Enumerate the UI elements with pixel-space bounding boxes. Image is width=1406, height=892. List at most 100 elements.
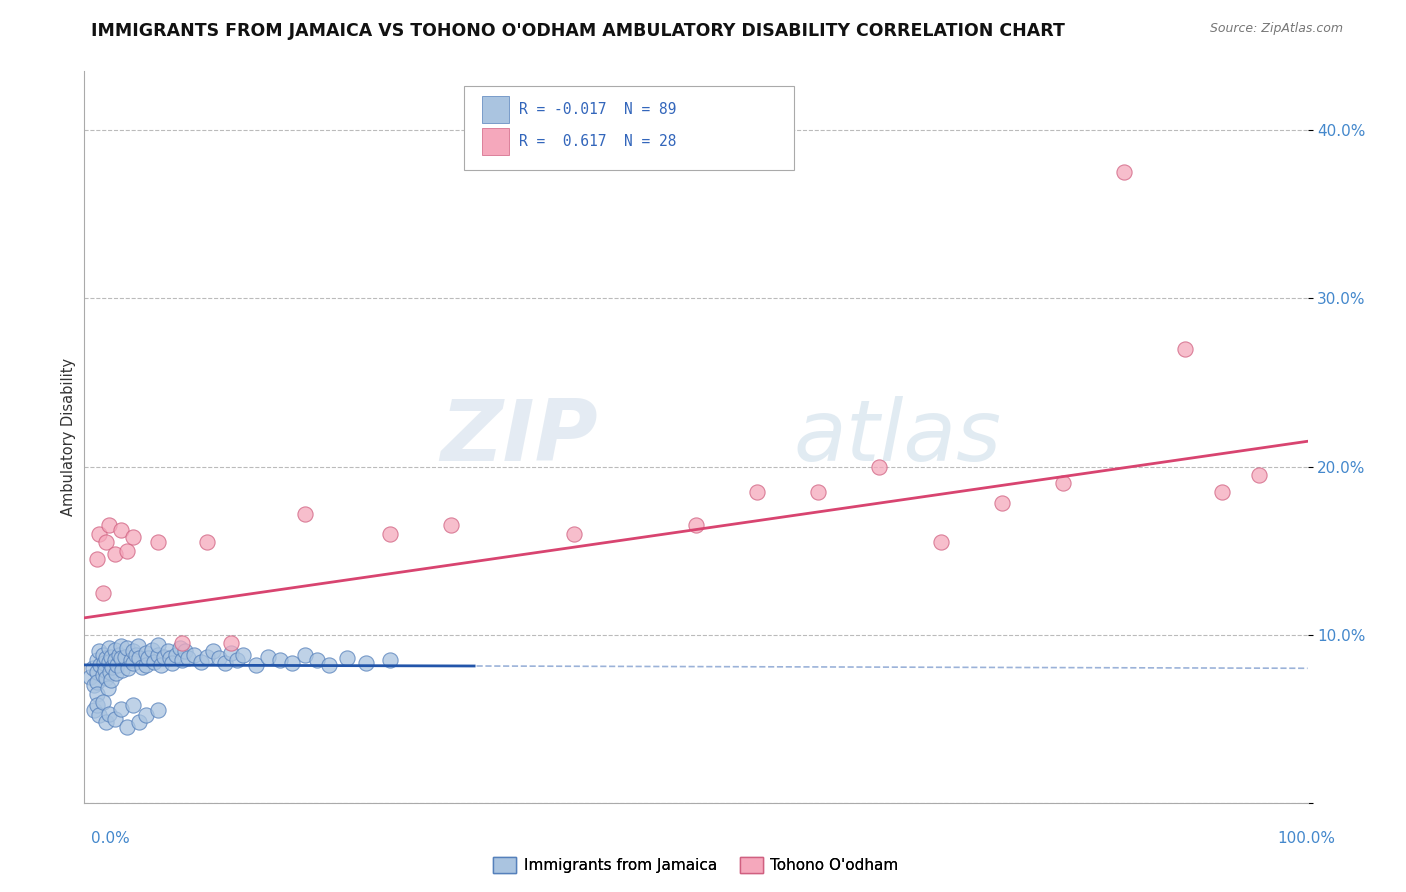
Text: 0.0%: 0.0% — [91, 831, 131, 846]
Legend: Immigrants from Jamaica, Tohono O'odham: Immigrants from Jamaica, Tohono O'odham — [486, 851, 905, 880]
Point — [104, 642, 127, 657]
Point — [153, 649, 176, 664]
Point — [1247, 467, 1270, 482]
Point — [97, 518, 120, 533]
Point — [165, 648, 187, 662]
Y-axis label: Ambulatory Disability: Ambulatory Disability — [60, 358, 76, 516]
Point — [110, 651, 132, 665]
Point — [98, 665, 121, 679]
Text: Source: ZipAtlas.com: Source: ZipAtlas.com — [1209, 22, 1343, 36]
Point — [111, 663, 134, 677]
Point — [146, 648, 169, 662]
Text: 100.0%: 100.0% — [1278, 831, 1336, 846]
Point — [110, 640, 132, 654]
Point — [94, 663, 117, 677]
Point — [685, 518, 707, 533]
Text: ZIP: ZIP — [440, 395, 598, 479]
Point — [214, 657, 236, 671]
Point — [97, 706, 120, 721]
Point — [117, 661, 139, 675]
Point — [135, 646, 157, 660]
Point — [96, 672, 118, 686]
Point — [87, 644, 110, 658]
Point — [104, 653, 127, 667]
Point — [86, 674, 108, 689]
Point — [105, 666, 128, 681]
Point — [100, 649, 122, 664]
Point — [380, 526, 402, 541]
Point — [1174, 342, 1197, 356]
Point — [107, 648, 129, 662]
Point — [122, 657, 145, 671]
Point — [190, 655, 212, 669]
Point — [354, 657, 377, 671]
Point — [127, 640, 149, 654]
Point — [150, 657, 173, 672]
Point — [128, 715, 150, 730]
Point — [195, 649, 218, 664]
Point — [143, 655, 166, 669]
Point — [97, 655, 120, 669]
Point — [172, 636, 194, 650]
Point — [110, 524, 132, 538]
Point — [96, 715, 118, 730]
Point — [173, 644, 195, 658]
Point — [172, 653, 194, 667]
Point — [87, 708, 110, 723]
Point — [89, 657, 111, 672]
Point — [169, 641, 191, 656]
Text: R = -0.017  N = 89: R = -0.017 N = 89 — [519, 102, 676, 117]
Point — [91, 648, 114, 662]
Point — [135, 708, 157, 723]
Point — [380, 653, 402, 667]
Point — [122, 530, 145, 544]
Point — [146, 703, 169, 717]
FancyBboxPatch shape — [464, 86, 794, 170]
Point — [336, 651, 359, 665]
Point — [79, 670, 101, 684]
Point — [96, 651, 118, 665]
FancyBboxPatch shape — [482, 96, 509, 122]
Point — [122, 644, 145, 658]
Point — [97, 681, 120, 696]
Point — [257, 649, 280, 664]
FancyBboxPatch shape — [482, 128, 509, 154]
Point — [159, 651, 181, 665]
Point — [114, 649, 136, 664]
Point — [128, 651, 150, 665]
Point — [86, 653, 108, 667]
Point — [990, 496, 1012, 510]
Point — [105, 657, 128, 672]
Point — [245, 657, 267, 672]
Point — [122, 698, 145, 713]
Point — [177, 651, 200, 665]
Point — [115, 543, 138, 558]
Point — [146, 535, 169, 549]
Point — [929, 535, 952, 549]
Text: atlas: atlas — [794, 395, 1002, 479]
Point — [219, 646, 242, 660]
Point — [440, 518, 463, 533]
Point — [96, 535, 118, 549]
Point — [146, 638, 169, 652]
Point — [219, 636, 242, 650]
Point — [91, 668, 114, 682]
Text: R =  0.617  N = 28: R = 0.617 N = 28 — [519, 134, 676, 149]
Point — [208, 651, 231, 665]
Point — [269, 653, 291, 667]
Point — [131, 659, 153, 673]
Point — [294, 648, 316, 662]
Point — [195, 535, 218, 549]
Point — [115, 720, 138, 734]
Point — [86, 552, 108, 566]
Point — [120, 653, 142, 667]
Point — [869, 459, 891, 474]
Point — [101, 659, 124, 673]
Point — [82, 661, 104, 675]
Point — [86, 698, 108, 713]
Point — [135, 657, 157, 672]
Point — [86, 686, 108, 700]
Point — [91, 695, 114, 709]
Point — [86, 665, 108, 679]
Point — [87, 526, 110, 541]
